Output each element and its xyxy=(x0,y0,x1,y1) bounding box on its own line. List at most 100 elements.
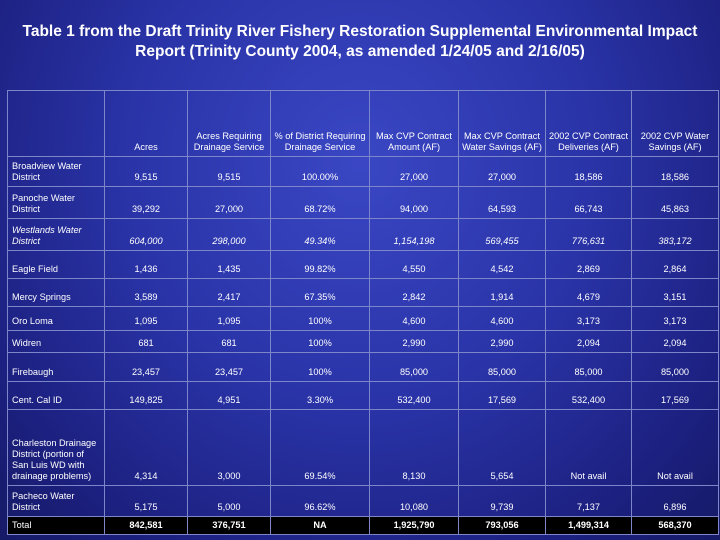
table-row: Firebaugh 23,457 23,457 100% 85,000 85,0… xyxy=(7,352,719,382)
cell: 1,095 xyxy=(104,306,188,331)
cell: 4,600 xyxy=(458,306,546,331)
total-cell: 1,925,790 xyxy=(369,516,459,535)
cell: 85,000 xyxy=(631,352,719,382)
cell: 4,951 xyxy=(187,381,271,410)
cell: 2,094 xyxy=(545,330,632,353)
header-cell-percent-drainage: % of District Requiring Drainage Service xyxy=(270,90,370,157)
data-table: Acres Acres Requiring Drainage Service %… xyxy=(7,90,719,535)
row-name: Pacheco Water District xyxy=(7,485,105,517)
cell: 85,000 xyxy=(369,352,459,382)
row-name: Widren xyxy=(7,330,105,353)
total-cell: NA xyxy=(270,516,370,535)
table-row: Eagle Field 1,436 1,435 99.82% 4,550 4,5… xyxy=(7,250,719,279)
table-row: Westlands Water District 604,000 298,000… xyxy=(7,218,719,251)
cell: 298,000 xyxy=(187,218,271,251)
cell: 18,586 xyxy=(631,156,719,187)
cell: 7,137 xyxy=(545,485,632,517)
cell: 94,000 xyxy=(369,186,459,219)
cell: 1,914 xyxy=(458,278,546,307)
header-cell-acres: Acres xyxy=(104,90,188,157)
cell: 8,130 xyxy=(369,409,459,486)
cell: 1,154,198 xyxy=(369,218,459,251)
cell: 9,739 xyxy=(458,485,546,517)
cell: 3,589 xyxy=(104,278,188,307)
cell: 2,417 xyxy=(187,278,271,307)
row-name: Firebaugh xyxy=(7,352,105,382)
cell: 69.54% xyxy=(270,409,370,486)
cell: 23,457 xyxy=(187,352,271,382)
total-label: Total xyxy=(7,516,105,535)
cell: 3,000 xyxy=(187,409,271,486)
cell: 100.00% xyxy=(270,156,370,187)
cell: 4,600 xyxy=(369,306,459,331)
table-row: Cent. Cal ID 149,825 4,951 3.30% 532,400… xyxy=(7,381,719,410)
cell: 68.72% xyxy=(270,186,370,219)
total-cell: 568,370 xyxy=(631,516,719,535)
cell: Not avail xyxy=(631,409,719,486)
table-row: Widren 681 681 100% 2,990 2,990 2,094 2,… xyxy=(7,330,719,353)
cell: 3,173 xyxy=(631,306,719,331)
cell: 99.82% xyxy=(270,250,370,279)
row-name: Cent. Cal ID xyxy=(7,381,105,410)
cell: 2,990 xyxy=(458,330,546,353)
header-cell-max-contract: Max CVP Contract Amount (AF) xyxy=(369,90,459,157)
row-name: Eagle Field xyxy=(7,250,105,279)
row-name: Westlands Water District xyxy=(7,218,105,251)
cell: 2,864 xyxy=(631,250,719,279)
row-name: Oro Loma xyxy=(7,306,105,331)
cell: 39,292 xyxy=(104,186,188,219)
table-row: Panoche Water District 39,292 27,000 68.… xyxy=(7,186,719,219)
cell: 3.30% xyxy=(270,381,370,410)
total-row: Total 842,581 376,751 NA 1,925,790 793,0… xyxy=(7,516,719,535)
cell: 4,679 xyxy=(545,278,632,307)
cell: 66,743 xyxy=(545,186,632,219)
table-row: Broadview Water District 9,515 9,515 100… xyxy=(7,156,719,187)
cell: 149,825 xyxy=(104,381,188,410)
cell: 100% xyxy=(270,330,370,353)
cell: 681 xyxy=(104,330,188,353)
cell: 1,435 xyxy=(187,250,271,279)
cell: 2,869 xyxy=(545,250,632,279)
cell: 2,842 xyxy=(369,278,459,307)
cell: 23,457 xyxy=(104,352,188,382)
cell: 6,896 xyxy=(631,485,719,517)
cell: 569,455 xyxy=(458,218,546,251)
row-name: Broadview Water District xyxy=(7,156,105,187)
cell: 27,000 xyxy=(369,156,459,187)
cell: 2,094 xyxy=(631,330,719,353)
cell: 4,550 xyxy=(369,250,459,279)
table-row: Mercy Springs 3,589 2,417 67.35% 2,842 1… xyxy=(7,278,719,307)
cell: 17,569 xyxy=(631,381,719,410)
header-cell-2002-deliveries: 2002 CVP Contract Deliveries (AF) xyxy=(545,90,632,157)
cell: 604,000 xyxy=(104,218,188,251)
cell: 3,173 xyxy=(545,306,632,331)
cell: 64,593 xyxy=(458,186,546,219)
cell: 532,400 xyxy=(369,381,459,410)
header-cell-max-savings: Max CVP Contract Water Savings (AF) xyxy=(458,90,546,157)
header-cell-0 xyxy=(7,90,105,157)
table-row: Pacheco Water District 5,175 5,000 96.62… xyxy=(7,485,719,517)
cell: 5,175 xyxy=(104,485,188,517)
cell: 45,863 xyxy=(631,186,719,219)
cell: Not avail xyxy=(545,409,632,486)
table-row: Charleston Drainage District (portion of… xyxy=(7,409,719,486)
cell: 100% xyxy=(270,352,370,382)
cell: 85,000 xyxy=(545,352,632,382)
cell: 96.62% xyxy=(270,485,370,517)
cell: 532,400 xyxy=(545,381,632,410)
cell: 4,314 xyxy=(104,409,188,486)
cell: 10,080 xyxy=(369,485,459,517)
total-cell: 793,056 xyxy=(458,516,546,535)
cell: 27,000 xyxy=(187,186,271,219)
cell: 1,095 xyxy=(187,306,271,331)
cell: 85,000 xyxy=(458,352,546,382)
cell: 4,542 xyxy=(458,250,546,279)
cell: 67.35% xyxy=(270,278,370,307)
cell: 18,586 xyxy=(545,156,632,187)
cell: 2,990 xyxy=(369,330,459,353)
total-cell: 1,499,314 xyxy=(545,516,632,535)
cell: 681 xyxy=(187,330,271,353)
cell: 1,436 xyxy=(104,250,188,279)
row-name: Mercy Springs xyxy=(7,278,105,307)
cell: 17,569 xyxy=(458,381,546,410)
